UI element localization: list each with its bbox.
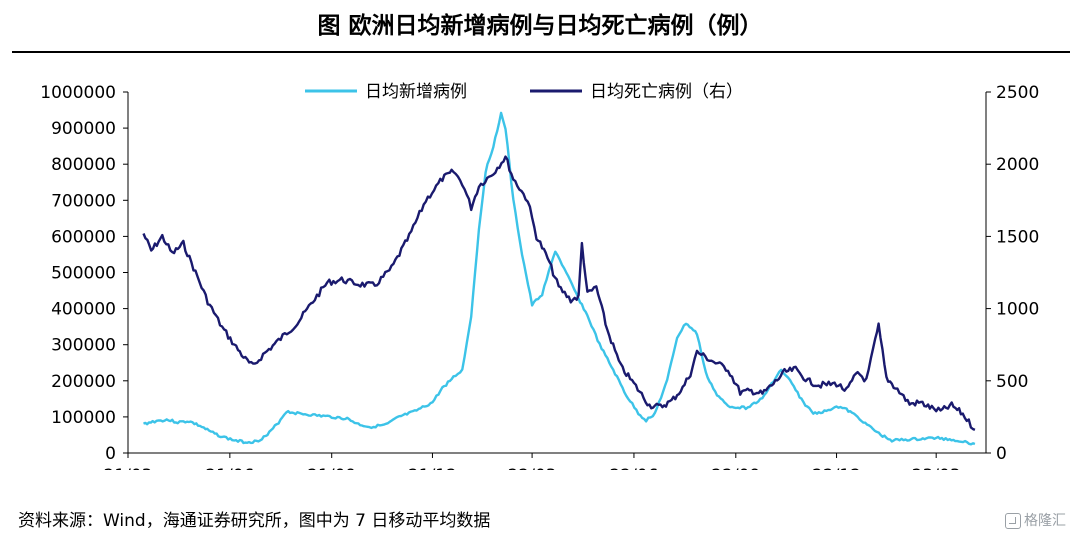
y-left-tick-label: 100000 [51, 408, 116, 428]
chart-legend: 日均新增病例 日均死亡病例（右） [305, 82, 743, 102]
x-tick-label: 22/09 [711, 466, 760, 470]
y-left-tick-label: 400000 [51, 300, 116, 320]
y-left-tick-label: 700000 [51, 191, 116, 211]
y-right-tick-label: 1500 [996, 227, 1039, 247]
x-tick-label: 22/06 [609, 466, 658, 470]
x-tick-label: 21/09 [307, 466, 356, 470]
x-tick-label: 21/06 [205, 466, 254, 470]
y-left-tick-label: 800000 [51, 155, 116, 175]
y-left-tick-label: 300000 [51, 336, 116, 356]
title-underline [12, 51, 1070, 53]
x-tick-label: 22/12 [812, 466, 861, 470]
source-note: 资料来源：Wind，海通证券研究所，图中为 7 日移动平均数据 [18, 511, 491, 531]
chart-series-layer [142, 111, 976, 446]
watermark-text: 格隆汇 [1024, 513, 1066, 529]
chart: 0 100000 200000 300000 400000 500000 600000 700… [40, 82, 1039, 470]
series-line-new-cases [143, 111, 976, 446]
y-right-tick-label: 2000 [996, 155, 1039, 175]
x-tick-label: 23/03 [912, 466, 961, 470]
y-right-tick-label: 2500 [996, 83, 1039, 103]
chart-axes: 0 100000 200000 300000 400000 500000 600000 700… [40, 83, 1039, 470]
chart-title: 图 欧洲日均新增病例与日均死亡病例（例） [317, 13, 763, 39]
legend-label-new-cases: 日均新增病例 [365, 82, 467, 102]
watermark: 格隆汇 [1005, 510, 1066, 532]
y-right-tick-label: 0 [996, 444, 1007, 464]
y-left-tick-label: 0 [105, 444, 116, 464]
x-tick-label: 22/03 [508, 466, 557, 470]
y-left-tick-label: 500000 [51, 264, 116, 284]
y-left-tick-label: 1000000 [40, 83, 116, 103]
y-right-tick-label: 1000 [996, 300, 1039, 320]
x-tick-label: 21/12 [408, 466, 457, 470]
watermark-logo-icon [1005, 513, 1021, 529]
legend-label-deaths: 日均死亡病例（右） [590, 82, 743, 102]
series-line-deaths [142, 155, 976, 431]
x-tick-label: 21/03 [104, 466, 153, 470]
y-left-tick-label: 900000 [51, 119, 116, 139]
y-right-tick-label: 500 [996, 372, 1028, 392]
y-left-tick-label: 600000 [51, 227, 116, 247]
y-left-tick-label: 200000 [51, 372, 116, 392]
